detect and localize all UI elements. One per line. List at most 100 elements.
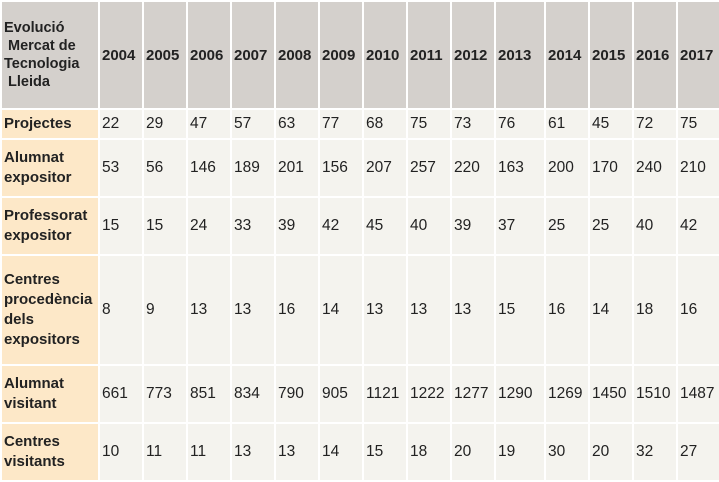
value-cell: 240 xyxy=(634,140,676,196)
value-cell: 13 xyxy=(452,256,494,364)
value-cell: 24 xyxy=(188,198,230,254)
table-row: Alumnat expositor 53 56 146 189 201 156 207 257 22… xyxy=(2,140,719,196)
row-label: Projectes xyxy=(2,110,98,138)
value-cell: 790 xyxy=(276,366,318,422)
value-cell: 42 xyxy=(320,198,362,254)
row-label-line: visitants xyxy=(4,453,65,470)
value-cell: 1487 xyxy=(678,366,719,422)
year-header: 2012 xyxy=(452,2,494,108)
value-cell: 1222 xyxy=(408,366,450,422)
value-cell: 42 xyxy=(678,198,719,254)
value-cell: 200 xyxy=(546,140,588,196)
value-cell: 15 xyxy=(496,256,544,364)
value-cell: 56 xyxy=(144,140,186,196)
value-cell: 10 xyxy=(100,424,142,480)
value-cell: 45 xyxy=(590,110,632,138)
value-cell: 156 xyxy=(320,140,362,196)
value-cell: 257 xyxy=(408,140,450,196)
value-cell: 13 xyxy=(232,424,274,480)
value-cell: 220 xyxy=(452,140,494,196)
year-header: 2009 xyxy=(320,2,362,108)
value-cell: 25 xyxy=(546,198,588,254)
value-cell: 61 xyxy=(546,110,588,138)
row-label: Centres procedència dels expositors xyxy=(2,256,98,364)
value-cell: 170 xyxy=(590,140,632,196)
row-label-line: expositor xyxy=(4,169,72,186)
value-cell: 39 xyxy=(452,198,494,254)
value-cell: 30 xyxy=(546,424,588,480)
row-label: Alumnat visitant xyxy=(2,366,98,422)
value-cell: 68 xyxy=(364,110,406,138)
value-cell: 1121 xyxy=(364,366,406,422)
value-cell: 13 xyxy=(188,256,230,364)
value-cell: 22 xyxy=(100,110,142,138)
value-cell: 29 xyxy=(144,110,186,138)
value-cell: 73 xyxy=(452,110,494,138)
value-cell: 8 xyxy=(100,256,142,364)
title-line: Tecnologia xyxy=(4,56,80,72)
value-cell: 27 xyxy=(678,424,719,480)
value-cell: 14 xyxy=(320,256,362,364)
year-header: 2005 xyxy=(144,2,186,108)
value-cell: 33 xyxy=(232,198,274,254)
value-cell: 16 xyxy=(546,256,588,364)
value-cell: 163 xyxy=(496,140,544,196)
value-cell: 15 xyxy=(100,198,142,254)
value-cell: 40 xyxy=(634,198,676,254)
row-label-line: dels xyxy=(4,311,35,328)
value-cell: 16 xyxy=(678,256,719,364)
value-cell: 1450 xyxy=(590,366,632,422)
value-cell: 1277 xyxy=(452,366,494,422)
value-cell: 15 xyxy=(144,198,186,254)
year-header: 2016 xyxy=(634,2,676,108)
value-cell: 16 xyxy=(276,256,318,364)
year-header: 2006 xyxy=(188,2,230,108)
table-title-cell: Evolució Mercat de Tecnologia Lleida xyxy=(2,2,98,108)
value-cell: 661 xyxy=(100,366,142,422)
value-cell: 13 xyxy=(408,256,450,364)
year-header: 2004 xyxy=(100,2,142,108)
table-row: Centres procedència dels expositors 8 9 13 13 16… xyxy=(2,256,719,364)
value-cell: 189 xyxy=(232,140,274,196)
value-cell: 63 xyxy=(276,110,318,138)
year-header: 2010 xyxy=(364,2,406,108)
value-cell: 207 xyxy=(364,140,406,196)
row-label-line: expositor xyxy=(4,227,72,244)
value-cell: 851 xyxy=(188,366,230,422)
table-row: Projectes 22 29 47 57 63 77 68 75 73 76 61 45 72 75 xyxy=(2,110,719,138)
title-line: Mercat de xyxy=(8,38,76,54)
value-cell: 1510 xyxy=(634,366,676,422)
row-label-line: procedència xyxy=(4,291,93,308)
value-cell: 1269 xyxy=(546,366,588,422)
value-cell: 773 xyxy=(144,366,186,422)
value-cell: 76 xyxy=(496,110,544,138)
value-cell: 18 xyxy=(408,424,450,480)
value-cell: 146 xyxy=(188,140,230,196)
row-label-line: Projectes xyxy=(4,115,72,132)
value-cell: 72 xyxy=(634,110,676,138)
title-line: Evolució xyxy=(4,20,65,36)
value-cell: 45 xyxy=(364,198,406,254)
row-label: Centres visitants xyxy=(2,424,98,480)
year-header: 2017 xyxy=(678,2,719,108)
value-cell: 13 xyxy=(276,424,318,480)
year-header: 2013 xyxy=(496,2,544,108)
value-cell: 1290 xyxy=(496,366,544,422)
title-line: Lleida xyxy=(8,74,50,90)
header-row: Evolució Mercat de Tecnologia Lleida 200… xyxy=(2,2,719,108)
table-row: Professorat expositor 15 15 24 33 39 42 45 40 39 37… xyxy=(2,198,719,254)
year-header: 2008 xyxy=(276,2,318,108)
table-row: Centres visitants 10 11 11 13 13 14 15 18 20 19 30 20… xyxy=(2,424,719,480)
row-label-line: visitant xyxy=(4,395,57,412)
value-cell: 20 xyxy=(452,424,494,480)
value-cell: 57 xyxy=(232,110,274,138)
row-label-line: expositors xyxy=(4,331,80,348)
row-label-line: Alumnat xyxy=(4,149,64,166)
value-cell: 14 xyxy=(590,256,632,364)
value-cell: 47 xyxy=(188,110,230,138)
value-cell: 75 xyxy=(408,110,450,138)
value-cell: 20 xyxy=(590,424,632,480)
value-cell: 40 xyxy=(408,198,450,254)
value-cell: 11 xyxy=(188,424,230,480)
